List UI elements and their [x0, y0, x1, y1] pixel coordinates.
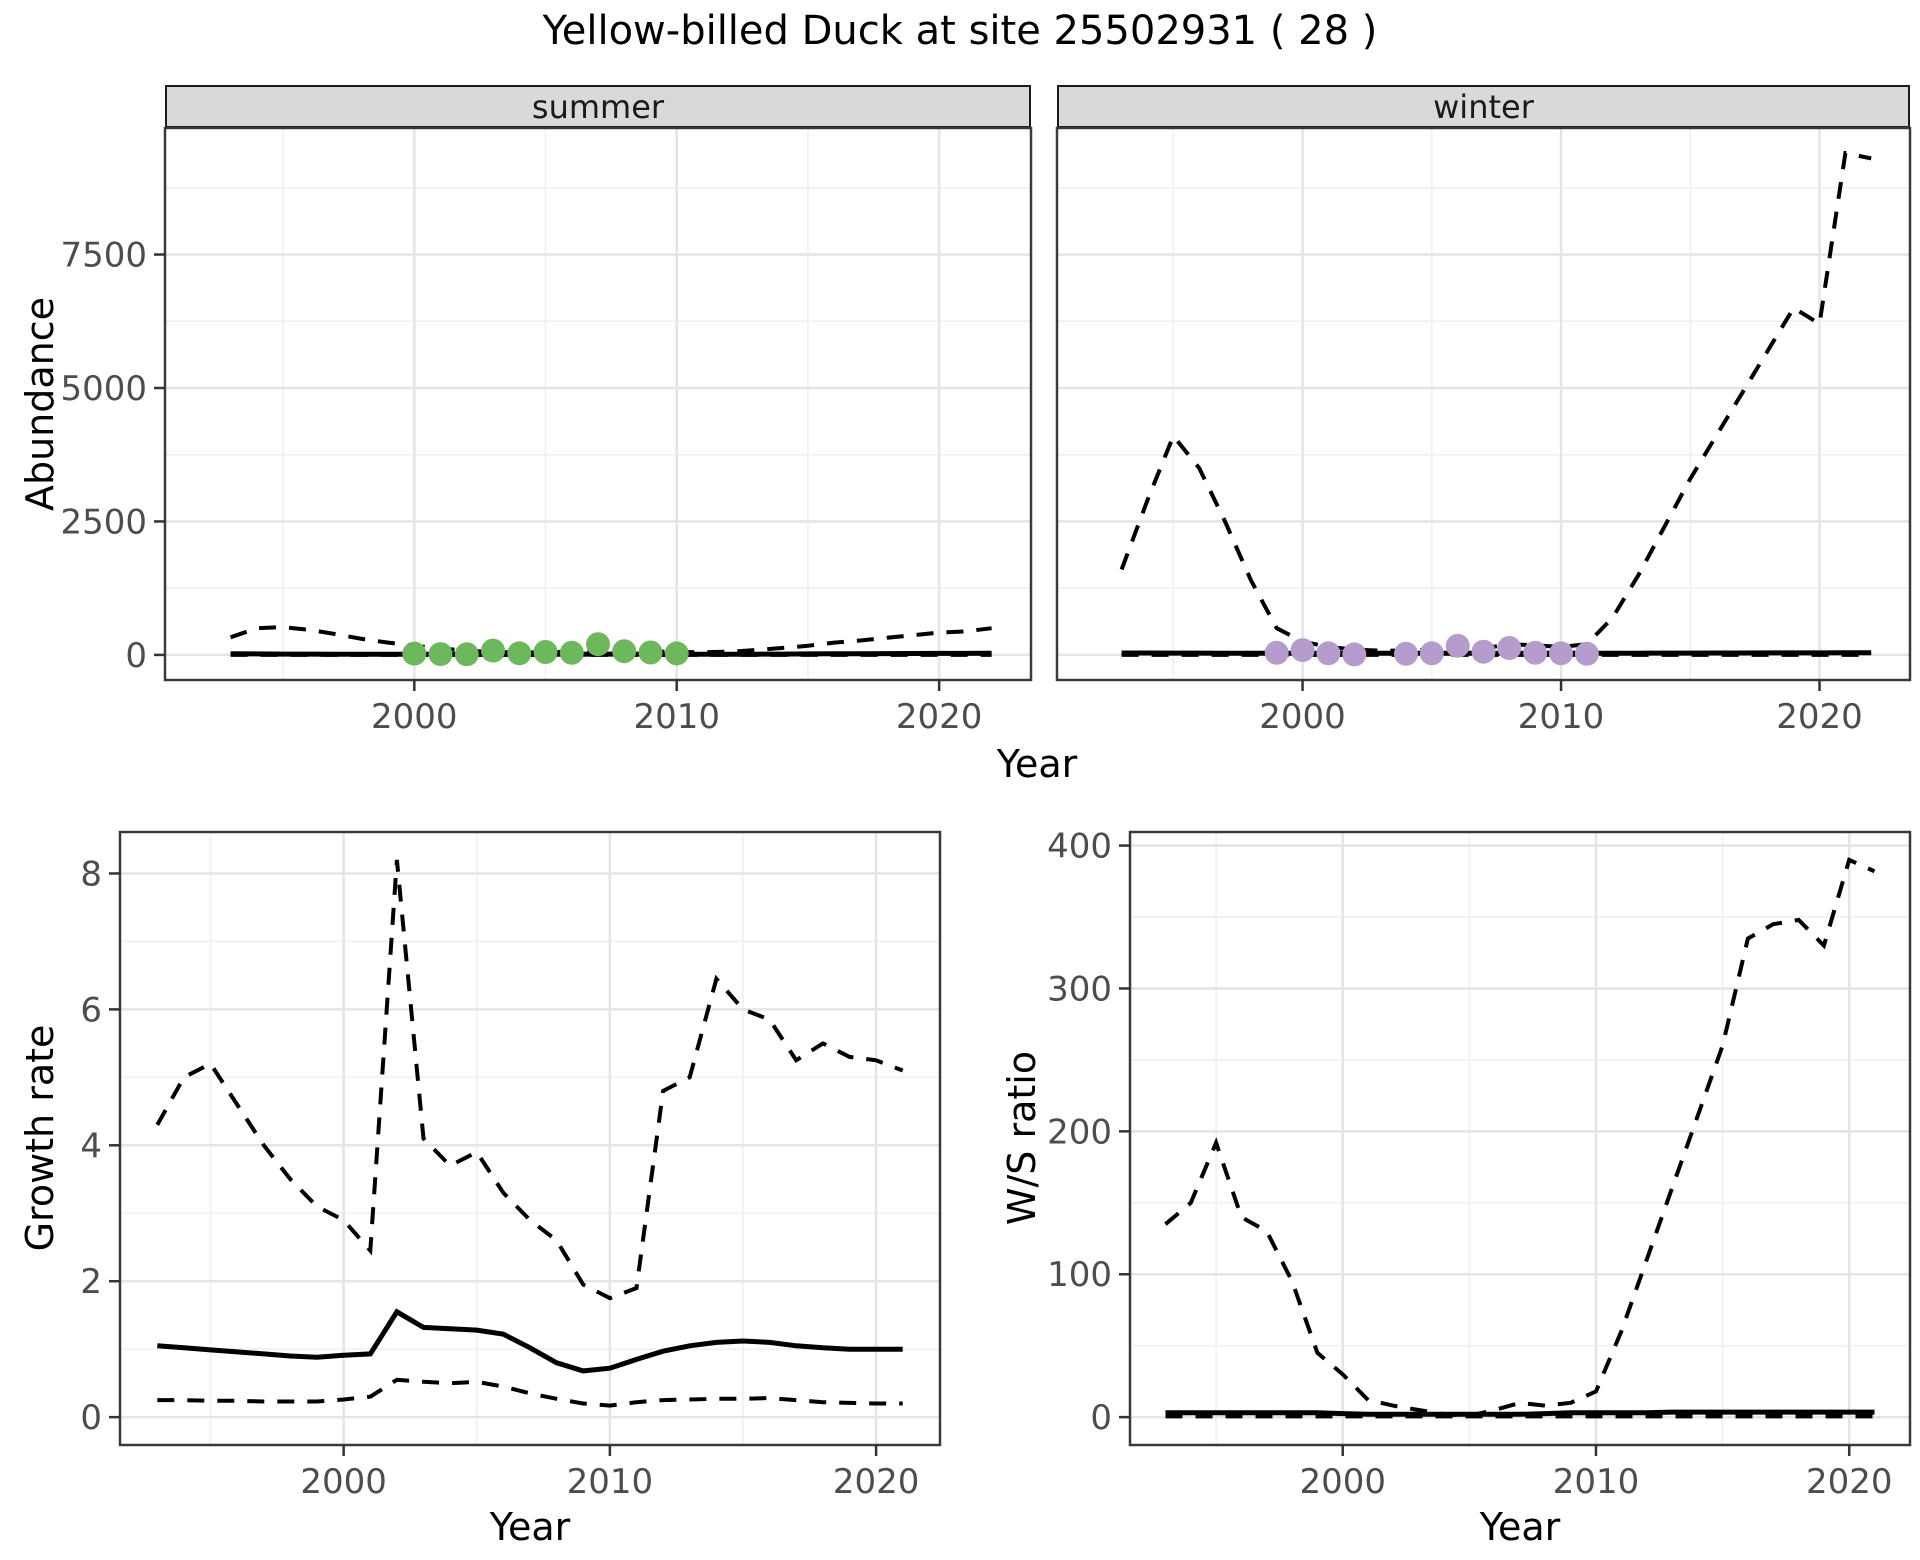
abundance-winter-panel: 2000 2010 2020 [1055, 126, 1912, 737]
abundance-summer-mean-line [230, 650, 992, 657]
abundance-summer-observed-point [533, 640, 558, 664]
x-tick-label: 2020 [896, 697, 983, 737]
growth-rate-upper_ci-line [155, 859, 904, 1301]
growth-rate-panel: 2000 2010 2020 0 2 4 6 8 [80, 830, 942, 1502]
abundance-winter-upper_ci-line [1119, 150, 1872, 653]
y-tick-label: 2 [80, 1262, 102, 1302]
facet-strip-winter: winter [1057, 85, 1910, 128]
abundance-summer-observed-point [586, 632, 610, 657]
y-tick-label: 0 [1090, 1398, 1112, 1438]
ws-ratio-panel-border [1128, 830, 1912, 1447]
y-tick-label: 2500 [60, 502, 147, 542]
y-tick-label: 0 [125, 636, 147, 676]
abundance-winter-observed-point [1419, 641, 1444, 666]
abundance-summer-observed-point [481, 638, 505, 663]
abundance-summer-observed-point [559, 640, 584, 665]
facet-strip-summer-label: summer [531, 87, 665, 126]
y-tick-label: 100 [1047, 1255, 1112, 1295]
y-axis-title-growth-rate: Growth rate [18, 1024, 62, 1252]
x-axis-title-top: Year [996, 742, 1078, 786]
abundance-summer-observed-point [612, 639, 637, 664]
y-tick-label: 0 [80, 1398, 102, 1438]
abundance-winter-observed-point [1471, 639, 1496, 664]
abundance-summer-observed-point [402, 641, 427, 666]
x-axis-title-ws: Year [1479, 1505, 1561, 1549]
ws-ratio-panel: 2000 2010 2020 0 100 200 300 400 [1047, 827, 1912, 1502]
x-tick-label: 2020 [833, 1462, 920, 1502]
chart-title: Yellow-billed Duck at site 25502931 ( 28… [542, 8, 1378, 54]
facet-strip-summer: summer [165, 85, 1031, 128]
x-tick-label: 2020 [1776, 697, 1863, 737]
growth-rate-lower_ci-line [157, 1377, 903, 1408]
growth-rate-panel-background [120, 832, 940, 1445]
abundance-summer-observed-point [454, 642, 479, 667]
abundance-winter-observed-point [1445, 633, 1470, 658]
abundance-winter-observed-point [1394, 641, 1418, 666]
abundance-winter-observed-point [1523, 640, 1548, 665]
x-tick-label: 2010 [1553, 1462, 1640, 1502]
x-tick-label: 2020 [1806, 1462, 1893, 1502]
abundance-winter-observed-point [1264, 640, 1289, 665]
x-tick-label: 2010 [1518, 697, 1605, 737]
y-tick-label: 8 [80, 854, 102, 894]
x-tick-label: 2010 [567, 1462, 654, 1502]
abundance-winter-observed-point [1342, 642, 1367, 667]
abundance-winter-observed-point [1316, 641, 1341, 666]
x-tick-label: 2000 [300, 1462, 387, 1502]
abundance-summer-panel: 2000 2010 2020 0 2500 5000 7500 [60, 126, 1033, 737]
abundance-summer-observed-point [428, 642, 453, 667]
abundance-winter-observed-point [1290, 638, 1315, 663]
abundance-summer-upper_ci-line [229, 625, 992, 655]
abundance-winter-mean-line [1121, 650, 1872, 656]
abundance-summer-observed-point [507, 641, 532, 666]
abundance-winter-observed-point [1574, 641, 1599, 666]
ws-ratio-panel-background [1130, 832, 1910, 1445]
y-tick-label: 7500 [60, 236, 147, 276]
abundance-summer-observed-point [664, 641, 689, 666]
growth-rate-panel-border [118, 830, 942, 1447]
abundance-summer-panel-border [163, 126, 1033, 682]
y-tick-label: 400 [1047, 827, 1112, 867]
y-tick-label: 4 [80, 1126, 102, 1166]
facet-strip-winter-label: winter [1433, 87, 1534, 126]
x-tick-label: 2000 [1259, 697, 1346, 737]
y-tick-label: 5000 [60, 369, 147, 409]
abundance-winter-panel-background [1057, 128, 1910, 680]
y-tick-label: 300 [1047, 969, 1112, 1009]
abundance-winter-observed-point [1549, 641, 1573, 666]
abundance-winter-panel-border [1055, 126, 1912, 682]
x-tick-label: 2000 [1299, 1462, 1386, 1502]
y-tick-label: 6 [80, 990, 102, 1030]
ws-ratio-mean-line [1165, 1409, 1875, 1417]
y-axis-title-abundance: Abundance [18, 296, 62, 512]
growth-rate-mean-line [157, 1308, 903, 1374]
x-axis-title-growth: Year [489, 1505, 571, 1549]
x-tick-label: 2010 [633, 697, 720, 737]
y-axis-title-ws-ratio: W/S ratio [1000, 1050, 1044, 1226]
y-tick-label: 200 [1047, 1112, 1112, 1152]
abundance-summer-panel-background [165, 128, 1031, 680]
abundance-winter-observed-point [1497, 636, 1522, 660]
x-tick-label: 2000 [371, 697, 458, 737]
abundance-summer-observed-point [638, 640, 663, 665]
ws-ratio-upper_ci-line [1164, 857, 1876, 1418]
